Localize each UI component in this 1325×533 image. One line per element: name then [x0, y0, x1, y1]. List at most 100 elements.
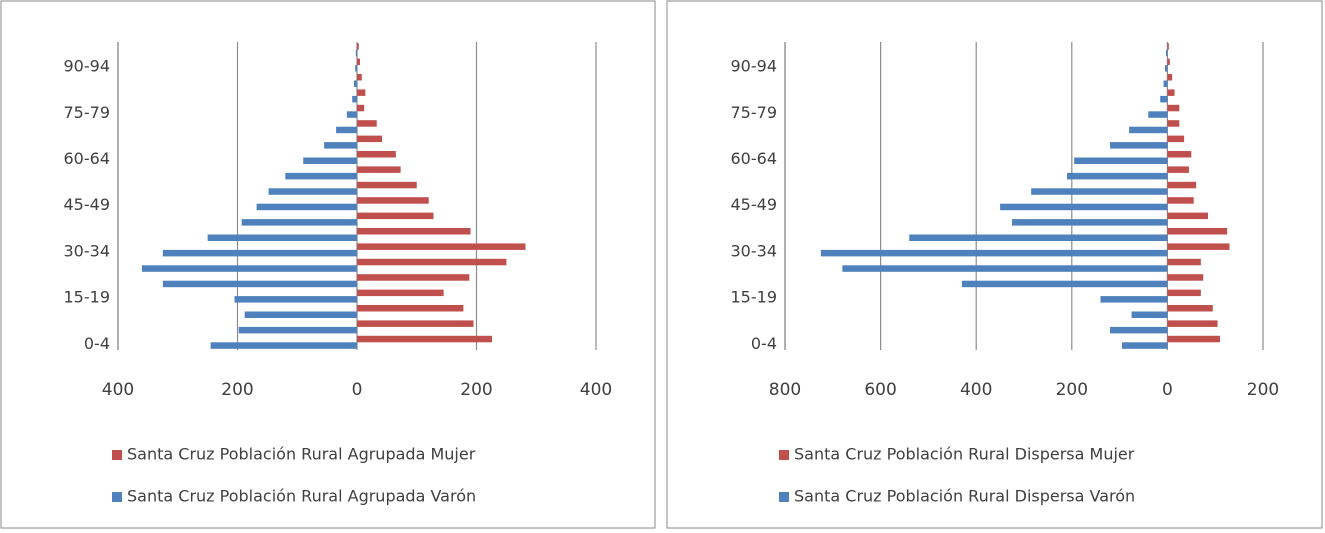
- bar: [1165, 65, 1168, 72]
- bar: [357, 181, 417, 189]
- x-tick-label: 400: [960, 380, 992, 400]
- legend-label: Santa Cruz Población Rural Agrupada Varó…: [127, 487, 476, 506]
- bar: [355, 49, 357, 57]
- x-tick-label: 200: [460, 380, 492, 400]
- bar: [357, 74, 362, 81]
- bar: [357, 212, 434, 220]
- bar: [1131, 311, 1168, 318]
- bar: [1129, 126, 1168, 134]
- y-tick-label: 30-34: [731, 241, 778, 260]
- chart-border: [666, 0, 1323, 529]
- bar: [357, 58, 360, 66]
- y-tick-label: 45-49: [731, 195, 778, 214]
- bar: [1167, 74, 1173, 81]
- y-tick-label: 90-94: [731, 57, 778, 76]
- bar: [303, 157, 357, 164]
- bar: [346, 111, 357, 118]
- bar: [1067, 172, 1168, 180]
- bar: [1167, 228, 1228, 235]
- bar: [357, 120, 377, 127]
- legend-label: Santa Cruz Población Rural Dispersa Muje…: [794, 445, 1135, 464]
- bar: [1167, 212, 1209, 220]
- y-tick-label: 75-79: [731, 103, 778, 122]
- bar: [961, 280, 1168, 288]
- y-tick-label: 15-19: [731, 288, 778, 307]
- bar: [1167, 243, 1230, 250]
- bar: [1163, 80, 1168, 87]
- legend-label: Santa Cruz Población Rural Dispersa Varó…: [794, 487, 1135, 506]
- bar: [162, 249, 357, 257]
- legend-label: Santa Cruz Población Rural Agrupada Muje…: [127, 445, 476, 464]
- bar: [1167, 58, 1170, 66]
- bar: [357, 335, 493, 343]
- bar: [1167, 305, 1213, 312]
- bar: [357, 166, 401, 173]
- legend-swatch: [112, 492, 122, 502]
- bar: [1074, 157, 1168, 164]
- y-tick-label: 75-79: [64, 103, 111, 122]
- bar: [241, 219, 357, 226]
- bar: [1167, 166, 1189, 173]
- bar: [1167, 135, 1185, 143]
- x-tick-label: 600: [864, 380, 896, 400]
- bar: [268, 188, 357, 195]
- bar: [357, 305, 464, 312]
- bar: [357, 228, 471, 235]
- bar: [1160, 95, 1168, 103]
- bar: [1031, 188, 1168, 195]
- bar: [357, 135, 383, 143]
- bar: [324, 142, 357, 149]
- bar: [244, 311, 357, 318]
- bar: [820, 249, 1168, 257]
- bar: [1100, 296, 1168, 303]
- bar: [1167, 289, 1201, 297]
- bar: [1167, 120, 1180, 127]
- y-tick-label: 15-19: [64, 288, 111, 307]
- x-tick-label: 400: [580, 380, 612, 400]
- bar: [357, 43, 359, 50]
- x-tick-label: 200: [1247, 380, 1279, 400]
- x-tick-label: 0: [352, 380, 363, 400]
- y-tick-label: 0-4: [751, 334, 777, 353]
- y-tick-label: 90-94: [64, 57, 111, 76]
- x-tick-label: 0: [1162, 380, 1173, 400]
- bar: [1167, 197, 1194, 204]
- bar: [357, 258, 507, 266]
- bar: [1167, 104, 1180, 112]
- bar: [207, 234, 357, 241]
- x-tick-label: 200: [221, 380, 253, 400]
- bar: [234, 296, 357, 303]
- bar: [141, 265, 357, 272]
- bar: [1167, 335, 1220, 343]
- bar: [357, 151, 396, 158]
- bar: [1167, 151, 1192, 158]
- x-tick-label: 200: [1056, 380, 1088, 400]
- bar: [285, 172, 357, 180]
- x-tick-label: 400: [102, 380, 134, 400]
- bar: [354, 80, 357, 87]
- bar: [1165, 49, 1168, 57]
- bar: [1167, 181, 1197, 189]
- bar: [1167, 89, 1175, 96]
- y-tick-label: 60-64: [64, 149, 111, 168]
- bar: [210, 342, 357, 349]
- y-tick-label: 60-64: [731, 149, 778, 168]
- bar: [357, 197, 429, 204]
- bar: [1000, 203, 1168, 211]
- legend-swatch: [112, 450, 122, 460]
- bar: [256, 203, 357, 211]
- y-tick-label: 0-4: [84, 334, 110, 353]
- bar: [357, 274, 470, 281]
- bar: [355, 65, 357, 72]
- bar: [1167, 43, 1169, 50]
- bar: [1148, 111, 1168, 118]
- bar: [1167, 274, 1204, 281]
- bar: [1012, 219, 1168, 226]
- y-tick-label: 30-34: [64, 241, 111, 260]
- bar: [162, 280, 357, 288]
- bar: [1110, 326, 1168, 334]
- bar: [1167, 320, 1218, 327]
- bar: [357, 104, 365, 112]
